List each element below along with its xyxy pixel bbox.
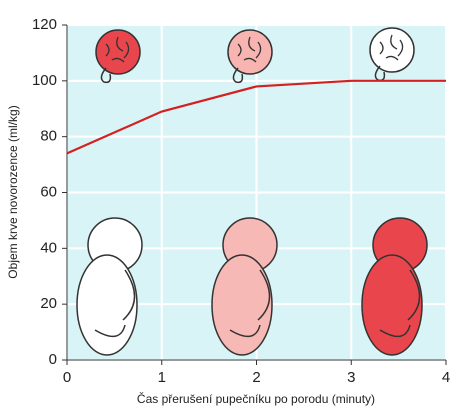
x-tick-label: 4 bbox=[442, 369, 450, 386]
x-axis-label: Čas přerušení pupečníku po porodu (minut… bbox=[137, 391, 375, 406]
data-line bbox=[66, 79, 446, 155]
y-tick-label: 40 bbox=[40, 239, 57, 256]
y-tick-label: 0 bbox=[49, 351, 57, 368]
y-axis-label: Objem krve novorozence (ml/kg) bbox=[6, 105, 20, 278]
x-tick-label: 1 bbox=[158, 369, 166, 386]
y-tick-label: 60 bbox=[40, 183, 57, 200]
x-tick-label: 0 bbox=[63, 369, 71, 386]
x-tick-label: 2 bbox=[252, 369, 260, 386]
y-tick-label: 120 bbox=[32, 16, 57, 33]
y-tick-label: 100 bbox=[32, 72, 57, 89]
x-tick-label: 3 bbox=[347, 369, 355, 386]
y-tick-label: 20 bbox=[40, 295, 57, 312]
illustrations bbox=[76, 27, 428, 356]
y-tick-label: 80 bbox=[40, 128, 57, 145]
